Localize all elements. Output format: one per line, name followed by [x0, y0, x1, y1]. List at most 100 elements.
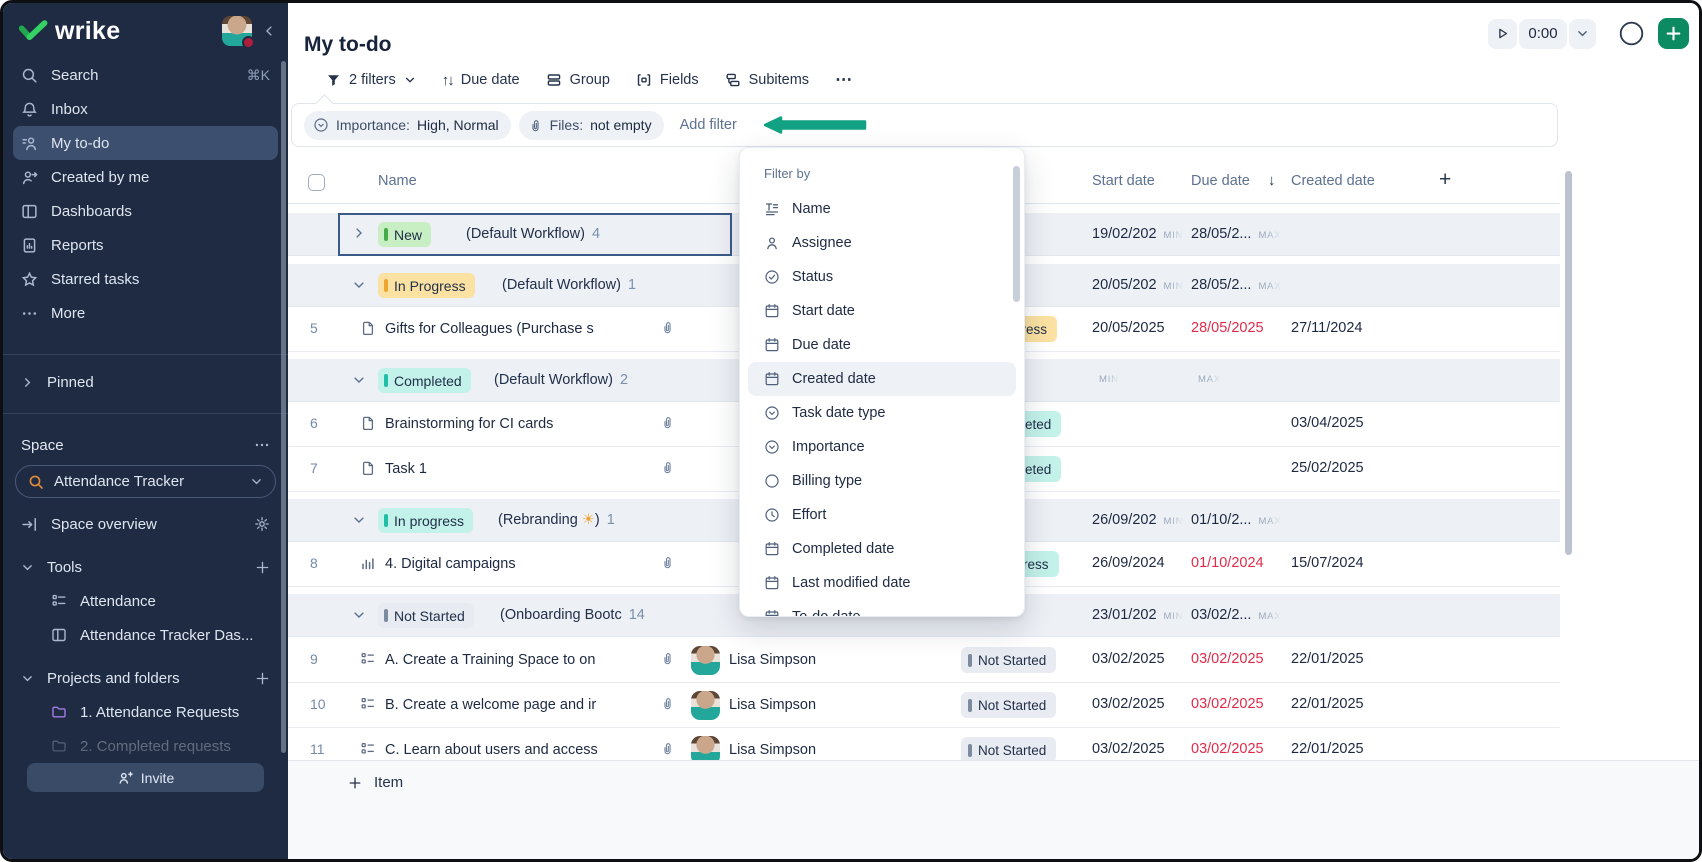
sort-descending-icon[interactable]: ↓	[1268, 172, 1276, 189]
chevron-down-icon[interactable]	[352, 373, 366, 387]
sidebar-item-space-overview[interactable]: Space overview	[13, 507, 278, 541]
start-date-cell[interactable]: 26/09/2024	[1092, 555, 1165, 571]
attachment-icon[interactable]	[660, 555, 675, 570]
wrike-logo[interactable]: wrike	[19, 17, 222, 46]
group-button[interactable]: Group	[546, 72, 610, 88]
status-badge[interactable]: Not Started	[961, 647, 1057, 673]
column-header-due-date[interactable]: Due date	[1191, 173, 1250, 189]
menu-item-importance[interactable]: Importance	[740, 430, 1024, 464]
task-name[interactable]: B. Create a welcome page and ir	[385, 697, 597, 713]
chevron-down-icon[interactable]	[352, 513, 366, 527]
attachment-icon[interactable]	[660, 651, 675, 666]
sidebar-item-completed-requests[interactable]: 2. Completed requests	[13, 729, 278, 763]
due-date-cell[interactable]: 03/02/2025	[1191, 696, 1264, 712]
sidebar-item-inbox[interactable]: Inbox	[13, 92, 278, 126]
toolbar-more-button[interactable]: ⋯	[835, 70, 854, 89]
sidebar-item-starred-tasks[interactable]: Starred tasks	[13, 262, 278, 296]
task-name[interactable]: Gifts for Colleagues (Purchase s	[385, 321, 594, 337]
column-header-start-date[interactable]: Start date	[1092, 173, 1155, 189]
due-date-cell[interactable]: 03/02/2025	[1191, 651, 1264, 667]
attachment-icon[interactable]	[660, 696, 675, 711]
sort-button[interactable]: ↑↓ Due date	[441, 71, 520, 89]
column-header-created-date[interactable]: Created date	[1291, 173, 1375, 189]
select-all-checkbox[interactable]	[308, 174, 325, 191]
attachment-icon[interactable]	[660, 460, 675, 475]
gear-icon[interactable]	[254, 516, 270, 532]
add-filter-button[interactable]: Add filter	[679, 117, 737, 133]
attachment-icon[interactable]	[660, 415, 675, 430]
sidebar-section-projects[interactable]: Projects and folders	[13, 661, 278, 695]
task-name[interactable]: Task 1	[385, 461, 427, 477]
start-date-cell[interactable]: 03/02/2025	[1092, 741, 1165, 757]
invite-button[interactable]: Invite	[27, 763, 264, 792]
status-badge[interactable]: Not Started	[961, 692, 1057, 718]
assignee-name[interactable]: Lisa Simpson	[729, 697, 817, 713]
menu-item-completed-date[interactable]: Completed date	[740, 532, 1024, 566]
due-date-cell[interactable]: 03/02/2025	[1191, 741, 1264, 757]
sidebar-scrollbar[interactable]	[281, 61, 286, 753]
menu-item-task-date-type[interactable]: Task date type	[740, 396, 1024, 430]
menu-item-created-date[interactable]: Created date	[748, 362, 1016, 396]
assignee-name[interactable]: Lisa Simpson	[729, 652, 817, 668]
create-new-button[interactable]	[1658, 18, 1689, 49]
sidebar-section-tools[interactable]: Tools	[13, 550, 278, 584]
filters-button[interactable]: 2 filters	[326, 72, 416, 88]
sidebar-item-attendance-dashboard[interactable]: Attendance Tracker Das...	[13, 618, 278, 652]
fields-button[interactable]: Fields	[636, 72, 699, 88]
start-date-cell[interactable]: 20/05/2025	[1092, 320, 1165, 336]
task-name[interactable]: A. Create a Training Space to on	[385, 652, 596, 668]
due-date-cell[interactable]: 28/05/2025	[1191, 320, 1264, 336]
start-date-cell[interactable]: 03/02/2025	[1092, 696, 1165, 712]
help-button[interactable]	[1618, 19, 1646, 48]
start-date-cell[interactable]: 03/02/2025	[1092, 651, 1165, 667]
filter-chip-importance[interactable]: Importance: High, Normal	[304, 110, 511, 140]
status-badge[interactable]: Not Started	[378, 603, 474, 628]
sidebar-item-attendance[interactable]: Attendance	[13, 584, 278, 618]
filter-chip-files[interactable]: Files: not empty	[518, 110, 664, 140]
sidebar-item-created-by-me[interactable]: Created by me	[13, 160, 278, 194]
sidebar-item-more[interactable]: More	[13, 296, 278, 330]
assignee-avatar[interactable]	[691, 691, 720, 720]
menu-item-billing-type[interactable]: Billing type	[740, 464, 1024, 498]
sidebar-item-attendance-requests[interactable]: 1. Attendance Requests	[13, 695, 278, 729]
task-name[interactable]: C. Learn about users and access	[385, 742, 598, 758]
due-date-cell[interactable]: 01/10/2024	[1191, 555, 1264, 571]
assignee-avatar[interactable]	[691, 646, 720, 675]
task-name[interactable]: 4. Digital campaigns	[385, 556, 516, 572]
status-badge[interactable]: In Progress	[378, 273, 475, 298]
sidebar-item-search[interactable]: Search ⌘K	[13, 58, 278, 92]
sidebar-item-reports[interactable]: Reports	[13, 228, 278, 262]
add-tool-icon[interactable]	[255, 560, 270, 575]
add-item-button[interactable]: Item	[348, 774, 1699, 791]
status-badge[interactable]: New	[378, 222, 432, 247]
user-avatar[interactable]	[222, 16, 255, 49]
space-selector[interactable]: Attendance Tracker	[15, 465, 276, 498]
chevron-down-icon[interactable]	[352, 278, 366, 292]
table-scrollbar[interactable]	[1565, 171, 1572, 555]
menu-item-last-modified-date[interactable]: Last modified date	[740, 566, 1024, 600]
sidebar-item-dashboards[interactable]: Dashboards	[13, 194, 278, 228]
space-menu-icon[interactable]	[254, 437, 270, 453]
sidebar-item-my-todo[interactable]: My to-do	[13, 126, 278, 160]
menu-item-effort[interactable]: Effort	[740, 498, 1024, 532]
collapse-sidebar-icon[interactable]	[262, 24, 276, 38]
task-name[interactable]: Brainstorming for CI cards	[385, 416, 554, 432]
menu-item-start-date[interactable]: Start date	[740, 294, 1024, 328]
menu-item-assignee[interactable]: Assignee	[740, 226, 1024, 260]
chevron-down-icon[interactable]	[352, 608, 366, 622]
sidebar-section-pinned[interactable]: Pinned	[13, 365, 278, 399]
status-badge[interactable]: Completed	[378, 368, 471, 393]
menu-item-todo-date[interactable]: To-do date	[740, 600, 1024, 616]
attachment-icon[interactable]	[660, 320, 675, 335]
menu-item-status[interactable]: Status	[740, 260, 1024, 294]
status-badge[interactable]: Not Started	[961, 737, 1057, 763]
add-column-button[interactable]: +	[1439, 168, 1452, 191]
timer-play-button[interactable]	[1488, 18, 1517, 49]
add-project-icon[interactable]	[255, 671, 270, 686]
menu-item-due-date[interactable]: Due date	[740, 328, 1024, 362]
task-row[interactable]: 10 B. Create a welcome page and ir Lisa …	[288, 683, 1560, 728]
status-badge[interactable]: In progress	[378, 508, 474, 533]
assignee-name[interactable]: Lisa Simpson	[729, 742, 817, 758]
task-row[interactable]: 9 A. Create a Training Space to on Lisa …	[288, 638, 1560, 683]
menu-item-name[interactable]: Name	[740, 192, 1024, 226]
